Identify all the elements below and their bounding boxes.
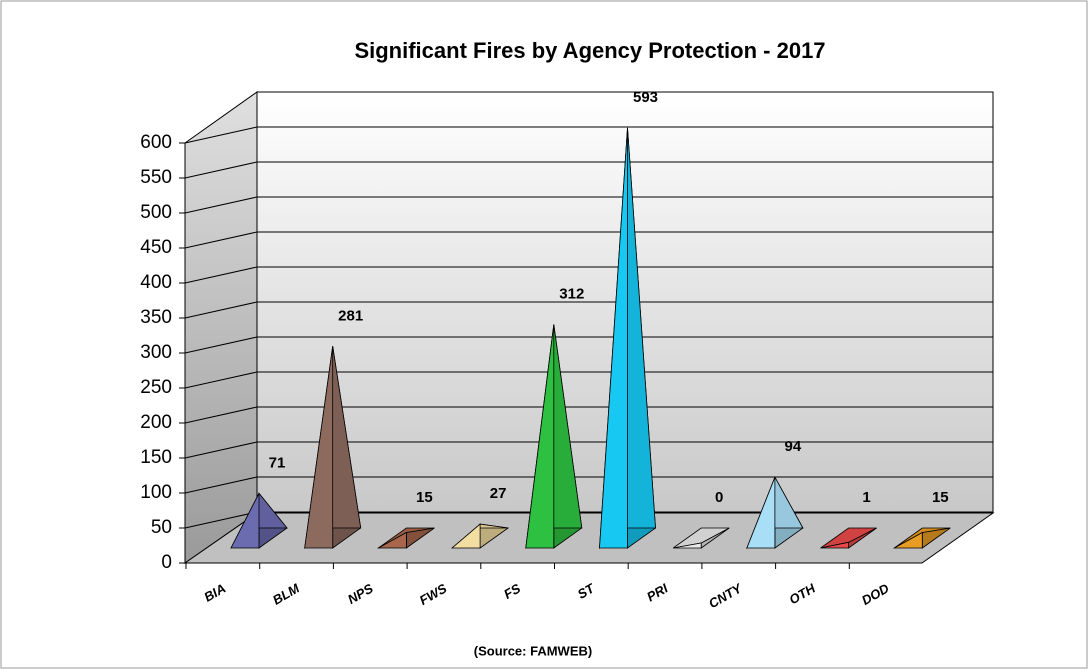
pyramid-front [746,477,776,549]
value-label: 593 [633,89,658,106]
pyramid-front [230,493,260,549]
grid-line [184,336,993,354]
pyramid-front [820,541,849,549]
value-label: 27 [490,485,507,502]
side-wall [184,91,258,564]
x-tick-label: FS [501,580,523,601]
grid-line [184,266,993,284]
pyramid [525,324,583,549]
value-label: 15 [932,489,949,506]
y-tick-label: 550 [140,167,172,188]
pyramid [746,476,804,550]
pyramid [820,527,877,549]
pyramid-front [673,542,702,549]
pyramid-front [525,324,555,549]
grid-line [184,441,993,459]
pyramid [451,523,510,549]
y-tick-label: 300 [140,342,172,363]
value-label: 71 [269,454,286,471]
grid-line [184,161,993,179]
value-label: 15 [416,489,433,506]
pyramid [892,527,951,549]
value-label: 0 [715,489,723,506]
y-tick-label: 250 [140,377,172,398]
pyramid-front [451,523,481,549]
value-label: 281 [338,307,363,324]
y-tick-label: 500 [140,202,172,223]
chart-title: Significant Fires by Agency Protection -… [354,38,825,63]
pyramid [230,492,288,549]
grid-line [184,301,993,319]
y-tick-label: 600 [140,132,172,153]
y-tick-label: 50 [151,517,172,538]
pyramid-front [376,531,407,549]
y-tick-label: 400 [140,272,172,293]
pyramid [304,346,362,549]
y-tick-label: 450 [140,237,172,258]
pyramid-front [599,127,628,549]
y-tick-label: 100 [140,482,172,503]
y-tick-label: 350 [140,307,172,328]
grid-line [184,406,993,424]
value-label: 94 [785,438,802,455]
grid-line [184,196,993,214]
grid-line [184,371,993,389]
grid-line [184,231,993,249]
y-tick-label: 150 [140,447,172,468]
y-tick-label: 0 [161,552,172,573]
grid-line [184,476,993,494]
pyramid [599,127,656,549]
y-tick-label: 200 [140,412,172,433]
value-label: 312 [559,286,584,303]
pyramid-front [304,346,334,549]
source-note: (Source: FAMWEB) [474,643,592,658]
pyramid [376,527,435,549]
pyramid [672,527,730,549]
value-label: 1 [862,489,870,506]
pyramid-front [892,531,923,549]
grid-line [184,126,993,144]
